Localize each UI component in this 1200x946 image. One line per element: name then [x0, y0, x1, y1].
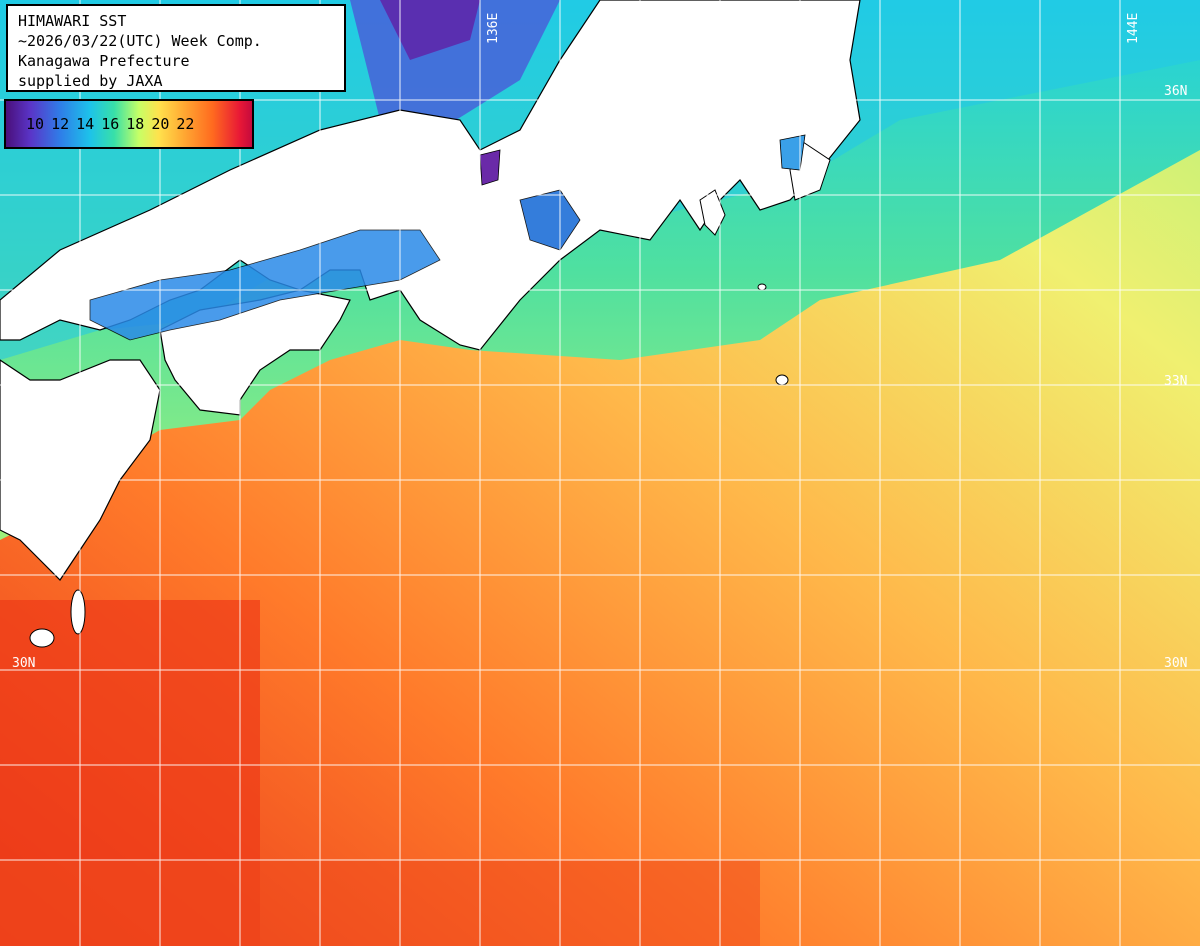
legend-label: 16 [101, 115, 120, 133]
sea-purple-corner [380, 0, 480, 60]
lat-label-30n-left: 30N [12, 656, 35, 671]
title-line-region: Kanagawa Prefecture [18, 52, 190, 70]
lat-label-36n: 36N [1164, 84, 1187, 99]
title-line-credit: supplied by JAXA [18, 72, 163, 90]
lon-label-144e: 144E [1126, 13, 1141, 44]
land-hachijo [775, 374, 789, 386]
sea-deep-warm-bottom [0, 860, 760, 946]
title-panel: HIMAWARI SST ~2026/03/22(UTC) Week Comp.… [6, 4, 346, 92]
temperature-legend: 10 12 14 16 18 20 22 [4, 99, 254, 149]
sea-osaka-bay [519, 189, 581, 251]
legend-label: 22 [176, 115, 195, 133]
land-tanegashima [70, 589, 86, 635]
legend-label: 10 [26, 115, 45, 133]
lat-label-30n-right: 30N [1164, 656, 1187, 671]
legend-label: 12 [51, 115, 70, 133]
sea-ise-bay [479, 149, 501, 186]
land-miyake [757, 283, 767, 291]
title-line-product: HIMAWARI SST [18, 12, 127, 30]
legend-label: 18 [126, 115, 145, 133]
legend-label: 14 [76, 115, 95, 133]
lon-label-136e: 136E [486, 13, 501, 44]
legend-label: 20 [151, 115, 170, 133]
title-line-date: ~2026/03/22(UTC) Week Comp. [18, 32, 262, 50]
lat-label-33n: 33N [1164, 374, 1187, 389]
legend-labels: 10 12 14 16 18 20 22 [26, 115, 201, 133]
land-yakushima [29, 628, 55, 648]
